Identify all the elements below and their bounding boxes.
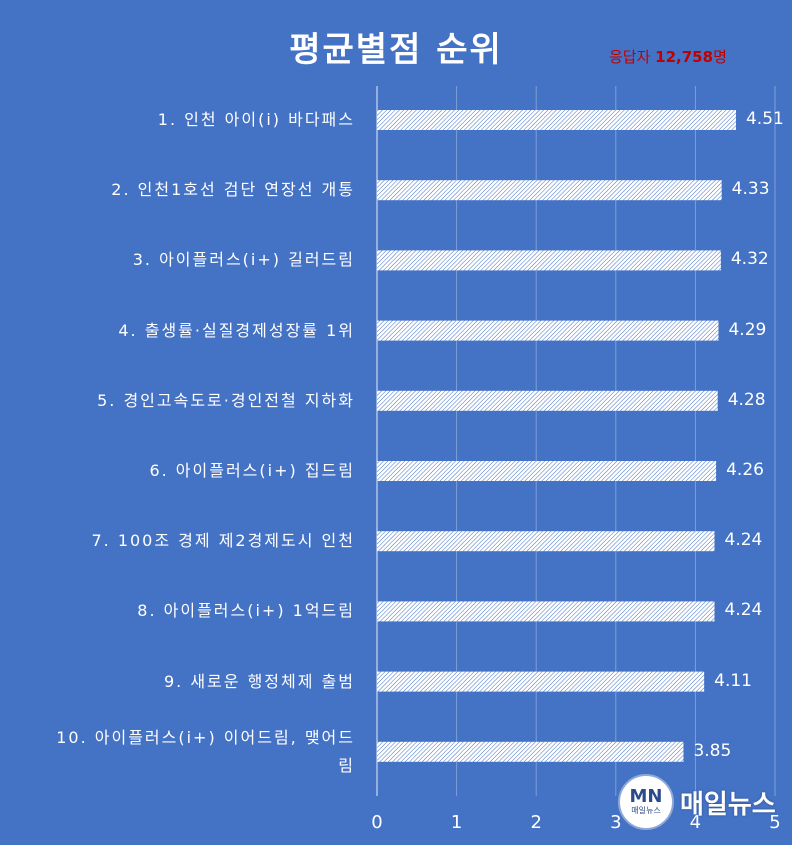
x-tick-label: 5: [769, 812, 781, 833]
value-label: 4.26: [726, 460, 764, 480]
value-label: 4.29: [728, 319, 767, 340]
logo-mark: MN: [629, 786, 663, 807]
category-label: 8. 아이플러스(i+) 1억드림: [137, 601, 355, 621]
value-label: 4.32: [730, 249, 769, 270]
value-label: 4.24: [724, 600, 763, 621]
bar: [377, 531, 715, 552]
value-label: 3.85: [693, 740, 732, 761]
bar: [377, 180, 722, 201]
bars: [377, 110, 736, 762]
bar: [377, 461, 717, 481]
value-label: 4.51: [745, 109, 784, 129]
bar: [377, 250, 721, 271]
respondent-count: 응답자 12,758명: [609, 46, 727, 67]
x-tick-label: 3: [610, 812, 622, 833]
bar: [377, 110, 736, 130]
category-label: 10. 아이플러스(i+) 이어드림, 맺어드림: [56, 727, 355, 775]
value-label: 4.33: [731, 179, 770, 200]
value-label: 4.28: [727, 389, 766, 410]
bar: [377, 601, 715, 622]
respondent-suffix: 명: [713, 48, 727, 66]
category-label: 9. 새로운 행정체제 출범: [163, 671, 355, 691]
x-tick-label: 0: [371, 812, 383, 833]
bar: [377, 671, 705, 692]
x-tick-label: 2: [530, 812, 542, 833]
bar: [377, 390, 718, 411]
category-label: 1. 인천 아이(i) 바다패스: [157, 110, 355, 129]
value-label: 4.24: [724, 530, 763, 551]
category-label: 4. 출생률·실질경제성장률 1위: [118, 320, 355, 340]
category-label: 2. 인천1호선 검단 연장선 개통: [111, 180, 355, 200]
x-tick-label: 4: [689, 812, 702, 833]
logo-text: 매일뉴스: [680, 789, 776, 820]
logo-small-text: 매일뉴스: [631, 806, 661, 815]
chart-title: 평균별점 순위: [289, 30, 503, 70]
bar: [377, 320, 719, 341]
value-label: 4.11: [714, 670, 752, 691]
category-label: 5. 경인고속도로·경인전철 지하화: [97, 390, 355, 410]
logo-emblem: MN 매일뉴스: [618, 774, 674, 830]
respondent-number: 12,758: [655, 48, 714, 66]
category-label: 3. 아이플러스(i+) 길러드림: [132, 250, 355, 270]
logo: MN 매일뉴스 매일뉴스: [618, 774, 776, 830]
category-label: 7. 100조 경제 제2경제도시 인천: [91, 531, 355, 551]
respondent-prefix: 응답자: [609, 48, 656, 66]
x-tick-label: 1: [450, 812, 463, 833]
category-label: 6. 아이플러스(i+) 집드림: [149, 461, 355, 480]
bar: [377, 741, 684, 762]
